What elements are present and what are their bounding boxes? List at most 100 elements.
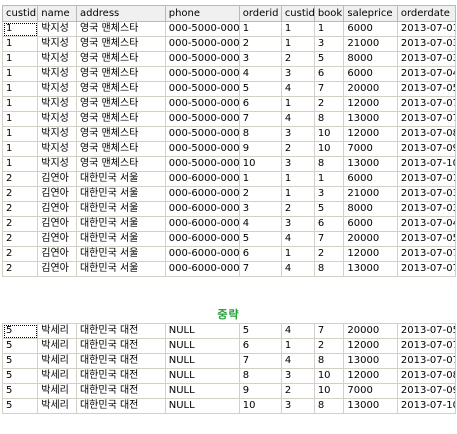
table-cell[interactable]: 5	[238, 231, 282, 247]
table-row[interactable]: 2 김연아 대한민국 서울 000-6000-0001 7 4 8 13000 2013-07-…	[1, 261, 457, 277]
table-cell[interactable]: 영국 맨체스타	[75, 66, 166, 82]
table-cell[interactable]: 김연아	[37, 231, 77, 247]
table-row[interactable]: 1 박지성 영국 맨체스타 000-5000-0001 6 1 2 12000 2013-07-…	[1, 96, 457, 112]
table-cell[interactable]: 13000	[343, 353, 398, 369]
table-cell[interactable]: 8	[238, 368, 282, 384]
table-cell[interactable]: 12000	[343, 368, 398, 384]
table-cell[interactable]: 5	[1, 323, 39, 339]
table-cell[interactable]: 1	[313, 21, 345, 37]
table-cell[interactable]: 2	[1, 201, 39, 217]
table-cell[interactable]: 박지성	[37, 126, 77, 142]
table-cell[interactable]: 10	[313, 126, 345, 142]
table-cell[interactable]: 3	[313, 186, 345, 202]
table-cell[interactable]: 4	[280, 323, 315, 339]
table-cell[interactable]: 5	[238, 81, 282, 97]
table-cell[interactable]: 10	[313, 368, 345, 384]
table-cell[interactable]: 000-5000-0001	[164, 111, 240, 127]
table-cell[interactable]: 3	[280, 66, 315, 82]
table-cell[interactable]: 13000	[343, 261, 398, 277]
table-cell[interactable]: NULL	[164, 353, 240, 369]
table-row[interactable]: 1 박지성 영국 맨체스타 000-5000-0001 2 1 3 21000 2013-07-…	[1, 36, 457, 52]
table-cell[interactable]: 2013-07-09	[396, 141, 457, 157]
table-cell[interactable]: 12000	[343, 246, 398, 262]
table-cell[interactable]: 2013-07-03	[396, 186, 457, 202]
table-cell[interactable]: 6	[238, 246, 282, 262]
table-cell[interactable]: 2013-07-07	[396, 338, 457, 354]
table-cell[interactable]: 박지성	[37, 81, 77, 97]
table-cell[interactable]: 박지성	[37, 156, 77, 172]
table-cell[interactable]: 7	[313, 231, 345, 247]
table-cell[interactable]: 영국 맨체스타	[75, 96, 166, 112]
table-cell[interactable]: 2	[1, 186, 39, 202]
table-cell[interactable]: 2013-07-03	[396, 51, 457, 67]
table-cell[interactable]: 영국 맨체스타	[75, 126, 166, 142]
table-cell[interactable]: 4	[280, 231, 315, 247]
table-row[interactable]: 2 김연아 대한민국 서울 000-6000-0001 5 4 7 20000 2013-07-…	[1, 231, 457, 247]
table-cell[interactable]: 7	[238, 111, 282, 127]
table-cell[interactable]: 4	[280, 261, 315, 277]
table-cell[interactable]: 000-6000-0001	[164, 246, 240, 262]
table-cell[interactable]: 대한민국 서울	[75, 171, 166, 187]
table-cell[interactable]: 2013-07-10	[396, 156, 457, 172]
table-cell[interactable]: 000-6000-0001	[164, 231, 240, 247]
table-cell[interactable]: 대한민국 서울	[75, 216, 166, 232]
table-cell[interactable]: 7000	[343, 383, 398, 399]
table-cell[interactable]: 9	[238, 383, 282, 399]
table-row[interactable]: 1 박지성 영국 맨체스타 000-5000-0001 8 3 10 12000 2013-07…	[1, 126, 457, 142]
table-cell[interactable]: 12000	[343, 338, 398, 354]
table-cell[interactable]: 2013-07-07	[396, 96, 457, 112]
table-cell[interactable]: 2	[313, 96, 345, 112]
table-cell[interactable]: 7	[238, 353, 282, 369]
table-cell[interactable]: 6000	[343, 66, 398, 82]
column-header-phone[interactable]: phone	[164, 5, 240, 22]
table-cell[interactable]: 5	[1, 368, 39, 384]
table-cell[interactable]: 영국 맨체스타	[75, 111, 166, 127]
table-cell[interactable]: 2	[280, 201, 315, 217]
table-cell[interactable]: 4	[280, 111, 315, 127]
table-cell[interactable]: 2	[238, 186, 282, 202]
table-cell[interactable]: 1	[1, 51, 39, 67]
table-cell[interactable]: 10	[238, 398, 282, 414]
table-row[interactable]: 2 김연아 대한민국 서울 000-6000-0001 6 1 2 12000 2013-07-…	[1, 246, 457, 262]
table-cell[interactable]: 5	[1, 383, 39, 399]
table-cell[interactable]: 대한민국 대전	[75, 368, 166, 384]
table-cell[interactable]: 김연아	[37, 261, 77, 277]
table-cell[interactable]: 김연아	[37, 186, 77, 202]
table-row[interactable]: 5 박세리 대한민국 대전 NULL 9 2 10 7000 2013-07-09	[1, 383, 457, 399]
table-cell[interactable]: NULL	[164, 398, 240, 414]
table-cell[interactable]: 3	[280, 398, 315, 414]
table-cell[interactable]: 박지성	[37, 36, 77, 52]
table-row[interactable]: 1 박지성 영국 맨체스타 000-5000-0001 3 2 5 8000 2013-07-0…	[1, 51, 457, 67]
table-cell[interactable]: 3	[313, 36, 345, 52]
table-cell[interactable]: 000-5000-0001	[164, 66, 240, 82]
column-header-custid-2[interactable]: custid	[280, 5, 315, 22]
table-cell[interactable]: 3	[280, 216, 315, 232]
table-cell[interactable]: 2013-07-01	[396, 171, 457, 187]
table-cell[interactable]: 2013-07-05	[396, 231, 457, 247]
table-row[interactable]: 1 박지성 영국 맨체스타 000-5000-0001 4 3 6 6000 2013-07-0…	[1, 66, 457, 82]
table-cell[interactable]: 영국 맨체스타	[75, 141, 166, 157]
table-row[interactable]: 2 김연아 대한민국 서울 000-6000-0001 1 1 1 6000 2013-07-0…	[1, 171, 457, 187]
table-cell[interactable]: 000-6000-0001	[164, 216, 240, 232]
table-cell[interactable]: 2013-07-10	[396, 398, 457, 414]
table-cell[interactable]: 대한민국 대전	[75, 323, 166, 339]
table-cell[interactable]: 김연아	[37, 216, 77, 232]
table-cell[interactable]: 박세리	[37, 368, 77, 384]
table-cell[interactable]: 8	[238, 126, 282, 142]
table-cell[interactable]: 1	[1, 111, 39, 127]
table-row[interactable]: 2 김연아 대한민국 서울 000-6000-0001 4 3 6 6000 2013-07-0…	[1, 216, 457, 232]
table-cell[interactable]: 7	[238, 261, 282, 277]
table-cell[interactable]: 4	[238, 216, 282, 232]
table-row[interactable]: 5 박세리 대한민국 대전 NULL 5 4 7 20000 2013-07-05	[1, 323, 457, 339]
table-cell[interactable]: 7	[313, 323, 345, 339]
table-cell[interactable]: 2	[280, 141, 315, 157]
table-cell[interactable]: 김연아	[37, 201, 77, 217]
table-cell[interactable]: 대한민국 서울	[75, 231, 166, 247]
table-cell[interactable]: NULL	[164, 383, 240, 399]
table-cell[interactable]: 1	[280, 338, 315, 354]
table-cell[interactable]: 1	[1, 36, 39, 52]
table-cell[interactable]: 10	[313, 383, 345, 399]
table-cell[interactable]: 1	[1, 66, 39, 82]
table-cell[interactable]: 3	[238, 51, 282, 67]
table-cell[interactable]: 영국 맨체스타	[75, 81, 166, 97]
